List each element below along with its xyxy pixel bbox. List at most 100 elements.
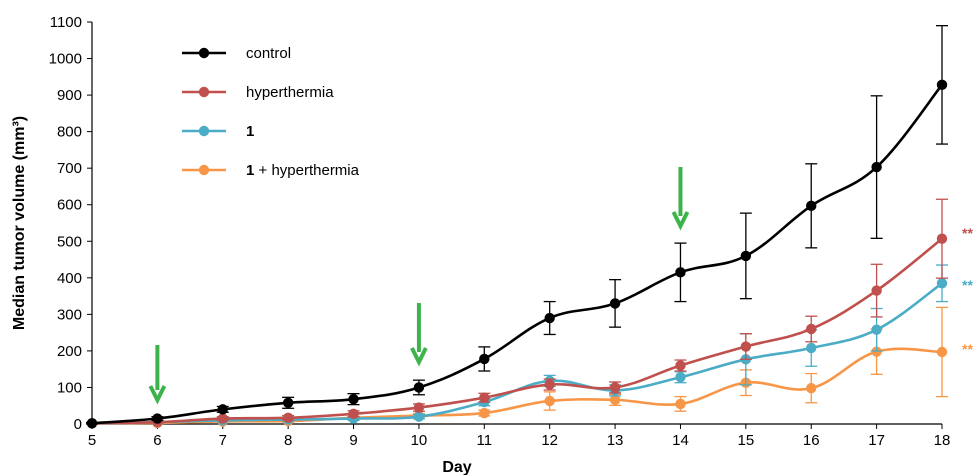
data-point xyxy=(871,324,882,335)
data-point xyxy=(544,379,555,390)
data-point xyxy=(806,200,817,212)
data-point xyxy=(86,418,98,429)
y-tick-label: 900 xyxy=(57,87,82,104)
x-tick-label: 13 xyxy=(607,432,624,449)
data-point xyxy=(740,250,752,262)
y-tick-label: 500 xyxy=(57,233,82,250)
data-point xyxy=(282,412,294,423)
series-1 xyxy=(86,25,948,429)
y-tick-label: 800 xyxy=(57,124,82,141)
treatment-arrows xyxy=(148,167,690,405)
data-point xyxy=(609,382,621,393)
data-point xyxy=(806,342,817,354)
y-tick-label: 400 xyxy=(57,270,82,287)
x-tick-label: 18 xyxy=(934,432,951,449)
data-point xyxy=(413,402,425,413)
legend-marker xyxy=(198,164,210,176)
data-point xyxy=(479,392,490,403)
series-3 xyxy=(86,264,948,429)
data-point xyxy=(544,312,555,324)
legend-marker xyxy=(198,47,210,59)
y-tick-label: 700 xyxy=(57,160,82,177)
legend-label: control xyxy=(246,45,291,62)
data-point xyxy=(609,298,621,309)
data-point xyxy=(871,161,882,173)
data-point xyxy=(217,404,228,415)
data-point xyxy=(936,346,948,358)
significance-marker: ** xyxy=(962,225,973,241)
x-tick-label: 9 xyxy=(349,432,357,449)
data-point xyxy=(348,393,359,405)
data-point xyxy=(740,341,752,352)
significance-marker: ** xyxy=(962,277,973,293)
x-tick-label: 11 xyxy=(477,432,493,449)
arrow-head xyxy=(410,347,428,367)
y-tick-label: 100 xyxy=(57,379,82,396)
data-point xyxy=(871,285,882,296)
x-axis-title: Day xyxy=(442,459,471,475)
data-point xyxy=(806,323,817,335)
data-point xyxy=(675,372,686,383)
legend-marker xyxy=(198,86,210,98)
data-point xyxy=(217,413,228,424)
data-point xyxy=(348,408,359,419)
axes: 0 100 200 300 400 500 600 700 800 900 1000 1100 5 6 7… xyxy=(11,14,950,475)
data-point xyxy=(544,395,555,407)
legend-label-bold: 1 xyxy=(246,123,254,140)
y-tick-label: 1000 xyxy=(49,51,82,68)
y-tick-label: 300 xyxy=(57,306,82,323)
x-tick-label: 5 xyxy=(88,432,96,449)
y-tick-label: 1100 xyxy=(50,14,82,31)
data-point xyxy=(609,394,621,406)
data-point xyxy=(936,79,948,91)
y-tick-label: 600 xyxy=(57,197,82,214)
x-tick-label: 12 xyxy=(541,432,558,449)
treatment-arrow xyxy=(410,303,428,367)
treatment-arrow xyxy=(148,345,167,405)
data-point xyxy=(675,267,686,278)
x-tick-label: 14 xyxy=(672,432,689,449)
data-point xyxy=(936,278,948,289)
arrow-head xyxy=(671,211,690,231)
data-point xyxy=(479,353,490,365)
data-point xyxy=(675,398,686,410)
data-point xyxy=(152,413,163,424)
legend-item-4: 1 + hyperthermia xyxy=(182,162,360,179)
x-tick-label: 16 xyxy=(803,432,820,449)
series-layer xyxy=(86,25,948,429)
legend-item-3: 1 xyxy=(182,123,254,140)
x-tick-label: 15 xyxy=(738,432,755,449)
legend-label: 1 xyxy=(246,123,254,140)
legend-item-2: hyperthermia xyxy=(182,84,334,101)
y-axis-title: Median tumor volume (mm³) xyxy=(11,116,28,330)
x-tick-label: 7 xyxy=(219,432,227,449)
data-point xyxy=(413,382,425,393)
data-point xyxy=(936,233,948,244)
data-point xyxy=(282,397,294,409)
y-axis-ticks: 0 100 200 300 400 500 600 700 800 900 1000 1100 xyxy=(49,14,92,433)
arrow-head xyxy=(148,385,167,405)
x-tick-label: 10 xyxy=(411,432,428,449)
y-tick-label: 0 xyxy=(74,416,82,433)
legend-item-1: control xyxy=(182,45,291,62)
legend-marker xyxy=(198,125,210,137)
legend-label: hyperthermia xyxy=(246,84,334,101)
treatment-arrow xyxy=(671,167,690,231)
legend-label-rest: + hyperthermia xyxy=(254,162,359,179)
x-tick-label: 6 xyxy=(153,432,161,449)
data-point xyxy=(871,346,882,357)
significance-markers: ** ** ** xyxy=(962,225,973,357)
data-point xyxy=(675,360,686,371)
data-point xyxy=(806,382,817,394)
data-point xyxy=(413,411,425,422)
series-line xyxy=(91,84,944,425)
y-tick-label: 200 xyxy=(57,343,82,360)
x-tick-label: 17 xyxy=(868,432,885,449)
data-point xyxy=(479,407,490,419)
legend-label-bold: 1 xyxy=(246,162,254,179)
significance-marker: ** xyxy=(962,341,973,357)
series-2 xyxy=(86,198,948,429)
